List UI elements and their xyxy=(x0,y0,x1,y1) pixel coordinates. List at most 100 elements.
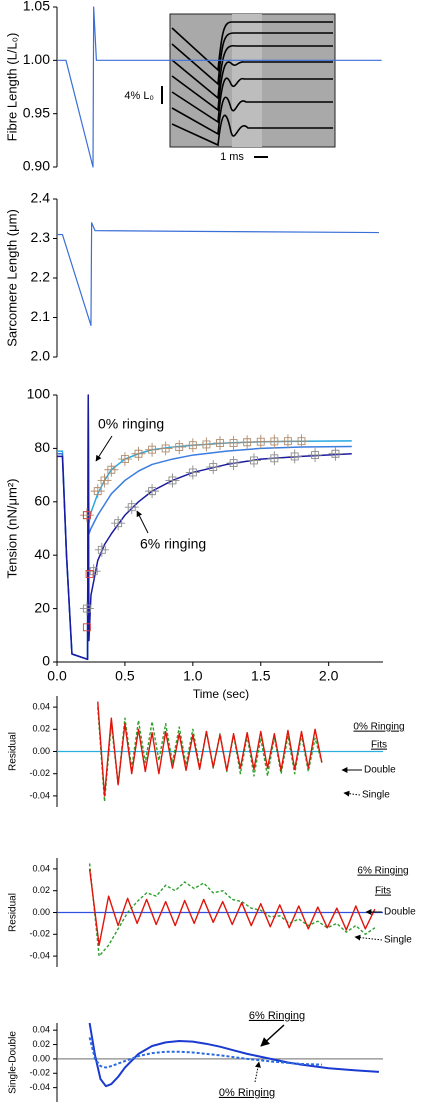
y-tick-label: -0.02 xyxy=(29,929,50,939)
y-axis-label: Fibre Length (L/L₀) xyxy=(4,33,19,142)
fit-point xyxy=(240,435,255,450)
annotation: 4% L₀ xyxy=(124,90,154,102)
fit-point xyxy=(117,452,132,467)
fit-point xyxy=(226,456,241,471)
fit-point xyxy=(267,434,282,449)
fit-point xyxy=(145,484,160,499)
fit-point xyxy=(111,516,126,531)
y-tick-label: 2.3 xyxy=(31,229,51,245)
data-line xyxy=(88,1037,322,1069)
y-tick-label: 2.2 xyxy=(31,269,51,285)
y-axis-label: Single-Double xyxy=(8,1031,19,1094)
inset-trace xyxy=(171,44,333,100)
x-tick-label: 0.0 xyxy=(47,668,67,684)
fit-point xyxy=(165,473,180,488)
fit-point xyxy=(79,601,94,616)
y-tick-label: 0.04 xyxy=(32,863,50,873)
inset-band xyxy=(232,14,262,147)
x-tick-label: 2.0 xyxy=(319,668,339,684)
fit-point xyxy=(246,453,261,468)
inset-trace xyxy=(171,114,333,147)
fit-point xyxy=(82,623,91,632)
y-tick-label: 0.02 xyxy=(32,1039,50,1049)
x-axis-label: Time (sec) xyxy=(193,687,249,701)
y-tick-label: 0.00 xyxy=(32,1053,50,1063)
data-line xyxy=(97,707,323,803)
y-tick-label: 1.05 xyxy=(23,0,50,14)
fit-point xyxy=(94,542,109,557)
data-line xyxy=(88,1022,379,1088)
x-tick-label: 1.5 xyxy=(251,668,271,684)
y-tick-label: 20 xyxy=(34,599,50,615)
inset-trace xyxy=(171,61,333,112)
fit-point xyxy=(131,446,146,461)
annotation: Fits xyxy=(371,740,387,751)
y-tick-label: 0 xyxy=(42,653,50,669)
annotation: 0% ringing xyxy=(98,416,164,432)
annotation-arrow xyxy=(136,510,149,534)
data-line xyxy=(57,6,382,168)
inset-trace xyxy=(171,21,333,72)
data-line xyxy=(57,396,352,661)
y-axis-label: Sarcomere Length (μm) xyxy=(4,209,19,347)
annotation-arrow xyxy=(95,435,113,462)
y-tick-label: 2.1 xyxy=(31,308,51,324)
data-line xyxy=(57,399,352,661)
annotation: 6% Ringing xyxy=(249,1010,305,1022)
annotation-arrow xyxy=(260,1024,285,1047)
x-tick-label: 1.0 xyxy=(183,668,203,684)
y-tick-label: 100 xyxy=(27,386,51,402)
data-line xyxy=(57,222,379,326)
y-tick-label: 0.90 xyxy=(23,158,50,174)
fit-point xyxy=(82,511,91,520)
inset-trace xyxy=(171,32,333,86)
fit-point xyxy=(253,434,268,449)
inset-traces xyxy=(171,21,333,147)
fit-point xyxy=(308,448,323,463)
fit-point xyxy=(206,460,221,475)
fit-point xyxy=(145,442,160,457)
annotation-arrow xyxy=(343,790,361,797)
annotation: Single xyxy=(362,790,390,801)
fit-point xyxy=(97,473,112,488)
y-axis-label: Tension (nN/μm²) xyxy=(4,479,19,579)
y-tick-label: 40 xyxy=(34,546,50,562)
annotation: 0% Ringing xyxy=(219,1087,275,1099)
data-line xyxy=(88,868,376,946)
y-tick-label: 0.04 xyxy=(32,1025,50,1035)
annotation: Double xyxy=(384,907,416,918)
annotation: Fits xyxy=(375,886,391,897)
fit-point xyxy=(124,500,139,515)
x-tick-label: 0.5 xyxy=(115,668,135,684)
y-tick-label: 2.4 xyxy=(31,190,51,206)
y-axis-label: Residual xyxy=(8,732,19,771)
annotation: 0% Ringing xyxy=(353,722,404,733)
fit-point xyxy=(90,484,105,499)
y-axis-label: Residual xyxy=(8,893,19,932)
fit-point xyxy=(104,462,119,477)
y-tick-label: 80 xyxy=(34,439,50,455)
fit-point xyxy=(267,451,282,466)
fit-point xyxy=(185,465,200,480)
data-line xyxy=(97,701,323,797)
annotation: 6% ringing xyxy=(140,536,206,552)
fit-point xyxy=(86,564,101,579)
y-tick-label: -0.02 xyxy=(29,768,50,778)
fit-point xyxy=(172,440,187,455)
fit-point xyxy=(328,446,343,461)
annotation: Double xyxy=(364,765,396,776)
y-tick-label: 0.04 xyxy=(32,701,50,711)
y-tick-label: 0.00 xyxy=(32,746,50,756)
y-tick-label: 0.95 xyxy=(23,104,50,120)
annotation-arrow xyxy=(354,934,383,941)
fit-point xyxy=(185,438,200,453)
y-tick-label: 0.02 xyxy=(32,885,50,895)
fit-point xyxy=(294,434,309,449)
y-tick-label: -0.04 xyxy=(29,790,50,800)
fit-point xyxy=(158,441,173,456)
fit-point xyxy=(85,569,94,578)
fit-point xyxy=(287,449,302,464)
data-line xyxy=(57,394,352,661)
y-tick-label: -0.02 xyxy=(29,1068,50,1078)
